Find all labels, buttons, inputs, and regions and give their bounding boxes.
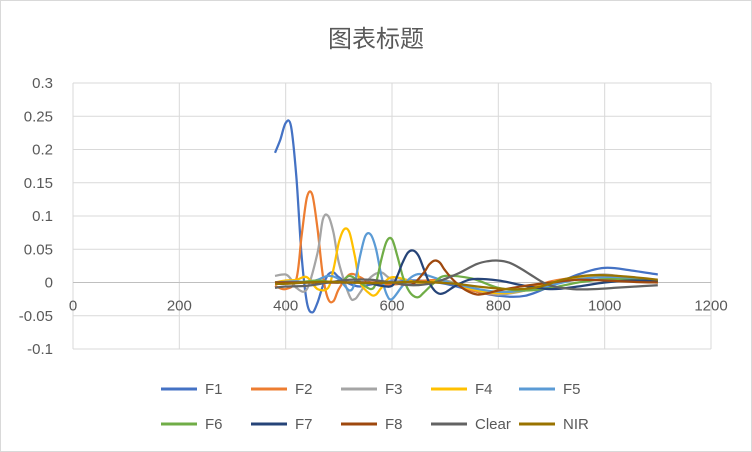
y-tick-label: 0.3 [32,75,53,92]
series-line-f2 [274,190,658,304]
y-tick-label: 0.1 [32,208,53,225]
x-tick-label: 200 [167,298,192,315]
y-tick-label: 0 [45,275,53,292]
legend-label-f8: F8 [385,416,403,433]
legend-label-nir: NIR [563,416,589,433]
x-tick-label: 1200 [694,298,727,315]
legend-label-clear: Clear [475,416,511,433]
x-tick-label: 800 [486,298,511,315]
legend-label-f1: F1 [205,381,223,398]
chart-title: 图表标题 [328,25,424,53]
legend-label-f7: F7 [295,416,313,433]
legend-label-f6: F6 [205,416,223,433]
y-tick-label: -0.05 [19,308,53,325]
legend-label-f2: F2 [295,381,313,398]
series-line-clear [274,259,658,291]
legend-label-f4: F4 [475,381,493,398]
x-tick-label: 400 [273,298,298,315]
x-tick-label: 0 [69,298,77,315]
y-tick-label: 0.25 [24,108,53,125]
y-tick-label: 0.05 [24,241,53,258]
x-tick-label: 600 [379,298,404,315]
legend-label-f3: F3 [385,381,403,398]
y-tick-label: -0.1 [27,341,53,358]
legend-label-f5: F5 [563,381,581,398]
y-tick-label: 0.15 [24,175,53,192]
series-line-nir [274,274,658,291]
x-tick-label: 1000 [588,298,621,315]
y-tick-label: 0.2 [32,142,53,159]
